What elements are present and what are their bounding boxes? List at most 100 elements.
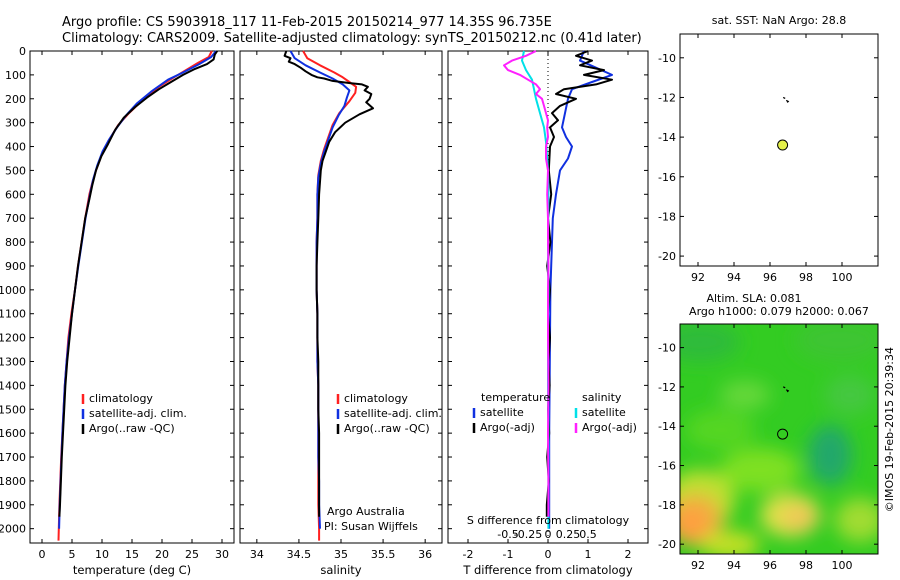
y-tick-label: 200 (5, 93, 26, 106)
x-tick-label: 15 (125, 548, 139, 561)
sla-map-title-1: Altim. SLA: 0.081 (706, 292, 801, 305)
legend-label: satellite-adj. clim. (344, 407, 442, 420)
x-tick-label: 0 (545, 548, 552, 561)
y-tick-label: -16 (658, 460, 676, 473)
sal-line-0 (302, 50, 358, 541)
y-tick-label: 1700 (0, 451, 26, 464)
legend-label: Argo(-adj) (480, 421, 535, 434)
x-tick-label: 96 (763, 559, 777, 572)
y-tick-label: 0 (19, 45, 26, 58)
legend-label: satellite (582, 406, 626, 419)
argo-float-marker (777, 428, 789, 440)
legend-label: climatology (344, 392, 408, 405)
x-tick-label: 35.5 (371, 548, 396, 561)
diff-line-0 (548, 50, 613, 529)
s-tick-label: 0.5 (579, 528, 597, 541)
x-tick-label: -1 (503, 548, 514, 561)
temp-line-2 (58, 50, 219, 517)
x-tick-label: 5 (69, 548, 76, 561)
temperature-profile-xlabel: temperature (deg C) (73, 563, 191, 577)
x-tick-label: 34 (250, 548, 264, 561)
x-tick-label: 94 (727, 559, 741, 572)
x-tick-label: -2 (463, 548, 474, 561)
x-tick-label: 92 (691, 271, 705, 284)
diff-line-3 (503, 50, 550, 517)
temp-line-1 (58, 50, 217, 529)
x-tick-label: 34.5 (287, 548, 312, 561)
temperature-panel: 0100200300400500600700800900100011001200… (0, 45, 235, 577)
sst-map-panel: sat. SST: NaN Argo: 28.8 92 94 96 98 100 -10 -… (658, 14, 879, 284)
s-diff-label: S difference from climatology (467, 514, 630, 527)
legend-label: satellite-adj. clim. (89, 407, 187, 420)
sal-line-2 (283, 50, 374, 517)
y-tick-label: 1400 (0, 379, 26, 392)
x-tick-label: 30 (215, 548, 229, 561)
x-tick-label: 10 (95, 548, 109, 561)
x-tick-label: 2 (625, 548, 632, 561)
sla-map-title-2: Argo h1000: 0.079 h2000: 0.067 (689, 305, 869, 318)
s-tick-label: 0.25 (556, 528, 581, 541)
x-tick-label: 1 (585, 548, 592, 561)
x-tick-label: 100 (832, 559, 853, 572)
y-tick-label: 1300 (0, 355, 26, 368)
y-tick-label: 800 (5, 236, 26, 249)
y-tick-label: -12 (658, 381, 676, 394)
y-tick-label: 100 (5, 69, 26, 82)
sla-map-frame (679, 323, 879, 555)
island-marker (782, 96, 790, 103)
y-tick-label: 1500 (0, 403, 26, 416)
header-line-1: Argo profile: CS 5903918_117 11-Feb-2015… (62, 15, 552, 30)
legend-label: Argo(..raw -QC) (344, 422, 430, 435)
y-tick-label: 1000 (0, 284, 26, 297)
y-tick-label: -16 (658, 171, 676, 184)
island-marker (782, 386, 790, 393)
y-tick-label: -10 (658, 342, 676, 355)
y-tick-label: -10 (658, 52, 676, 65)
y-tick-label: -18 (658, 210, 676, 223)
legend-header-salinity: salinity (582, 391, 622, 404)
y-tick-label: -20 (658, 538, 676, 551)
y-tick-label: -14 (658, 420, 676, 433)
y-tick-label: 500 (5, 164, 26, 177)
annotation-1: Argo Australia (327, 505, 405, 518)
legend-header-temperature: temperature (481, 391, 550, 404)
x-tick-label: 100 (832, 271, 853, 284)
salinity-profile-xlabel: salinity (320, 563, 361, 577)
y-tick-label: 1900 (0, 499, 26, 512)
x-tick-label: 36 (418, 548, 432, 561)
y-tick-label: 1800 (0, 475, 26, 488)
header-line-2: Climatology: CARS2009. Satellite-adjuste… (62, 31, 642, 46)
x-tick-label: 96 (763, 271, 777, 284)
legend-label: climatology (89, 392, 153, 405)
difference-profile-xlabel: T difference from climatology (462, 563, 633, 577)
difference-panel: -2 -1 0 1 2 T difference from climatology S di… (447, 50, 649, 577)
sst-map-title: sat. SST: NaN Argo: 28.8 (712, 14, 846, 27)
y-tick-label: 2000 (0, 523, 26, 536)
sst-map-frame (679, 33, 879, 267)
diff-line-1 (545, 50, 613, 517)
salinity-profile-frame (239, 50, 443, 544)
x-tick-label: 20 (155, 548, 169, 561)
y-tick-label: 1600 (0, 427, 26, 440)
x-tick-label: 25 (185, 548, 199, 561)
sla-heatmap (680, 324, 878, 554)
y-tick-label: 1100 (0, 308, 26, 321)
x-tick-label: 35 (334, 548, 348, 561)
diff-line-2 (521, 50, 550, 529)
y-tick-label: 400 (5, 141, 26, 154)
legend-label: satellite (480, 406, 524, 419)
y-tick-label: 600 (5, 188, 26, 201)
x-tick-label: 0 (39, 548, 46, 561)
copyright-stamp: ©IMOS 19-Feb-2015 20:39:34 (883, 347, 896, 512)
y-tick-label: -14 (658, 131, 676, 144)
x-tick-label: 98 (799, 271, 813, 284)
s-tick-label: -0.25 (514, 528, 542, 541)
legend-label: Argo(..raw -QC) (89, 422, 175, 435)
annotation-2: PI: Susan Wijffels (324, 520, 418, 533)
x-tick-label: 94 (727, 271, 741, 284)
y-tick-label: 700 (5, 212, 26, 225)
legend-label: Argo(-adj) (582, 421, 637, 434)
x-tick-label: 92 (691, 559, 705, 572)
sla-map-panel: Altim. SLA: 0.081 Argo h1000: 0.079 h200… (658, 292, 879, 572)
